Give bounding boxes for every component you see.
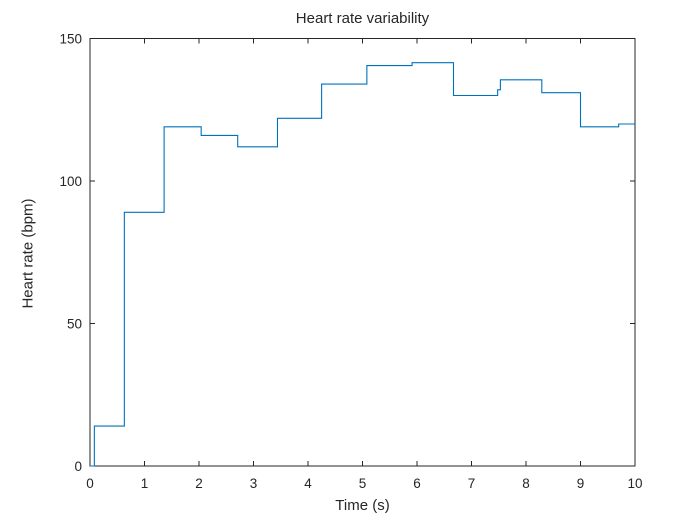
chart-title: Heart rate variability — [295, 10, 430, 27]
x-tick-label: 0 — [86, 476, 94, 491]
x-tick-label: 8 — [522, 476, 530, 491]
series-stairs-line — [90, 62, 635, 467]
x-tick-label: 6 — [413, 476, 421, 491]
axis-ticks — [89, 38, 636, 467]
y-tick-label: 50 — [67, 317, 82, 332]
plot-border — [89, 38, 636, 467]
heart-rate-line — [90, 62, 635, 467]
x-tick-label: 1 — [141, 476, 149, 491]
axes-box — [89, 38, 636, 467]
y-tick-label: 100 — [59, 174, 82, 189]
y-tick-label: 0 — [74, 459, 82, 474]
x-axis-label: Time (s) — [335, 497, 390, 514]
y-axis-label: Heart rate (bpm) — [19, 198, 37, 309]
x-tick-label: 10 — [627, 476, 642, 491]
x-tick-label: 4 — [304, 476, 312, 491]
x-tick-label: 7 — [468, 476, 476, 491]
y-tick-label: 150 — [59, 32, 82, 47]
x-tick-label: 5 — [359, 476, 367, 491]
x-tick-label: 9 — [577, 476, 585, 491]
x-tick-label: 3 — [250, 476, 258, 491]
x-tick-label: 2 — [195, 476, 203, 491]
